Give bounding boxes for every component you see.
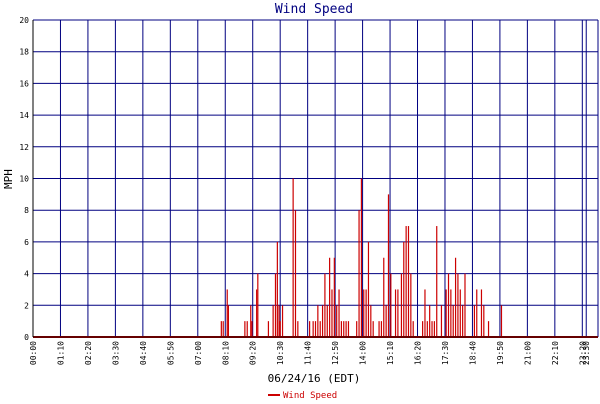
bars-layer xyxy=(33,178,598,338)
y-axis-label: MPH xyxy=(2,169,15,189)
axis-layer xyxy=(32,20,598,338)
y-tick-label: 20 xyxy=(19,16,29,25)
y-tick-label: 8 xyxy=(24,206,29,215)
x-tick-label: 11:40 xyxy=(304,341,313,365)
x-tick-label: 09:20 xyxy=(249,341,258,365)
legend: Wind Speed xyxy=(268,391,337,401)
x-tick-label: 10:30 xyxy=(276,341,285,365)
y-tick-label: 16 xyxy=(19,79,29,88)
y-tick-label: 4 xyxy=(24,270,29,279)
chart-title: Wind Speed xyxy=(275,2,353,17)
x-tick-label: 12:50 xyxy=(331,341,340,365)
y-tick-label: 18 xyxy=(19,48,29,57)
x-tick-label: 18:40 xyxy=(468,341,477,365)
legend-label: Wind Speed xyxy=(283,391,337,400)
y-tick-label: 12 xyxy=(19,143,29,152)
x-tick-label: 15:10 xyxy=(386,341,395,365)
x-tick-label: 23:20 xyxy=(578,341,587,365)
x-tick-label: 22:10 xyxy=(551,341,560,365)
y-tick-label: 14 xyxy=(19,111,29,120)
x-tick-label: 23:30 xyxy=(582,341,591,365)
x-tick-label: 14:00 xyxy=(359,341,368,365)
y-tick-label: 10 xyxy=(19,175,29,184)
x-tick-label: 08:10 xyxy=(221,341,230,365)
x-tick-label: 04:40 xyxy=(139,341,148,365)
x-tick-label: 19:50 xyxy=(496,341,505,365)
x-tick-label: 01:10 xyxy=(56,341,65,365)
labels-layer: 0 2 4 6 8 10 12 14 16 18 20 00:00 01:10 02:20 03:30 04:… xyxy=(19,16,591,365)
x-tick-label: 21:00 xyxy=(523,341,532,365)
y-tick-label: 2 xyxy=(24,301,29,310)
x-tick-label: 16:20 xyxy=(414,341,423,365)
grid-layer xyxy=(32,19,599,337)
y-tick-label: 6 xyxy=(24,238,29,247)
x-tick-label: 00:00 xyxy=(29,341,38,365)
y-tick-label: 0 xyxy=(24,333,29,342)
x-tick-label: 07:00 xyxy=(194,341,203,365)
x-tick-label: 05:50 xyxy=(166,341,175,365)
x-axis-label: 06/24/16 (EDT) xyxy=(268,372,361,385)
x-tick-label: 02:20 xyxy=(84,341,93,365)
x-tick-label: 03:30 xyxy=(111,341,120,365)
x-tick-label: 17:30 xyxy=(441,341,450,365)
